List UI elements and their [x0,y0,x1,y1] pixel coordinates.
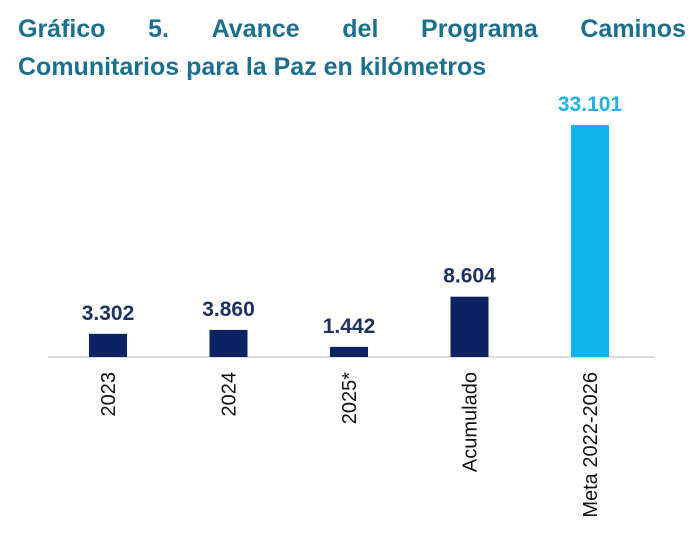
category-label: 2023 [98,372,120,417]
bar-0 [89,333,127,357]
category-label: Meta 2022-2026 [580,372,602,518]
chart-title: Gráfico 5. Avance del Programa Caminos C… [18,10,686,86]
bar-1 [209,329,248,357]
title-word: 5. [148,15,170,43]
category-label: 2025* [339,372,361,424]
bar-4 [571,125,609,357]
title-word: Avance [211,15,300,43]
data-label: 8.604 [443,265,496,288]
category-label: 2024 [219,372,241,417]
title-word: Gráfico [18,15,106,43]
data-label: 1.442 [323,315,376,338]
title-word: Caminos [580,15,686,43]
title-line-2: Comunitarios para la Paz en kilómetros [18,53,487,81]
data-label: 33.101 [558,93,623,116]
bar-2 [330,346,368,357]
data-label: 3.302 [82,302,135,325]
title-word: del [342,15,379,43]
title-word: Programa [421,15,538,43]
category-label: Acumulado [460,372,482,472]
bar-3 [450,296,489,357]
data-label: 3.860 [202,298,255,321]
